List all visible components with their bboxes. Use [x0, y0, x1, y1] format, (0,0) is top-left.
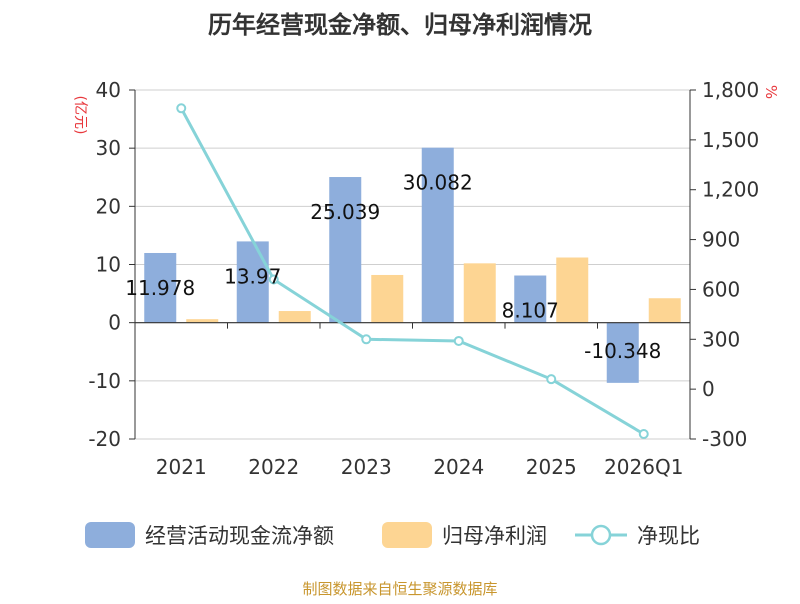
right-tick-label: 900: [702, 228, 740, 252]
bar-cashflow: [606, 322, 639, 383]
data-label: -10.348: [584, 339, 661, 363]
bar-cashflow: [329, 177, 362, 323]
left-tick-label: 30: [96, 136, 121, 160]
axes: -20 -10 0 10 20 30 40 -300 0 300 600 900 1,200 1,500 1…: [88, 78, 759, 479]
bar-profit: [556, 257, 589, 323]
bar-cashflow: [421, 147, 454, 323]
ratio-line: [176, 103, 649, 440]
left-axis-unit: (亿元): [72, 96, 88, 135]
data-label: 11.978: [125, 276, 195, 300]
right-tick-label: 300: [702, 327, 740, 351]
bar-profit: [371, 274, 404, 323]
legend-label-cashflow: 经营活动现金流净额: [145, 524, 334, 548]
bar-profit: [186, 319, 219, 323]
x-tick-label: 2026Q1: [604, 455, 683, 479]
chart-title: 历年经营现金净额、归母净利润情况: [208, 11, 592, 39]
data-label: 25.039: [310, 200, 380, 224]
legend-label-profit: 归母净利润: [442, 524, 547, 548]
left-tick-label: 0: [108, 311, 121, 335]
left-tick-label: 40: [96, 78, 121, 102]
ratio-line-path: [179, 107, 645, 436]
legend-swatch-profit: [382, 522, 432, 548]
ratio-point: [453, 335, 464, 346]
left-tick-label: -20: [88, 427, 121, 451]
right-tick-label: 1,800: [702, 78, 759, 102]
bar-profit: [648, 298, 681, 323]
right-tick-label: 1,200: [702, 178, 759, 202]
right-axis-unit: %: [762, 85, 780, 99]
bar-cashflow: [144, 252, 177, 323]
legend-label-ratio: 净现比: [637, 524, 700, 548]
right-tick-label: 0: [702, 377, 715, 401]
x-tick-label: 2023: [341, 455, 392, 479]
left-tick-label: 20: [96, 194, 121, 218]
source-note: 制图数据来自恒生聚源数据库: [302, 580, 497, 598]
legend-swatch-cashflow: [85, 522, 135, 548]
bar-cashflow: [236, 241, 269, 323]
ratio-point: [546, 374, 557, 385]
bars: [144, 147, 681, 383]
right-tick-label: 600: [702, 277, 740, 301]
data-label: 8.107: [502, 299, 559, 323]
ratio-point: [361, 334, 372, 345]
data-label: 13.97: [224, 264, 281, 288]
ratio-point: [176, 103, 187, 114]
data-labels: 11.978 13.97 25.039 30.082 8.107 -10.348: [125, 171, 661, 363]
right-tick-label: 1,500: [702, 128, 759, 152]
left-tick-label: -10: [88, 369, 121, 393]
x-tick-label: 2021: [156, 455, 207, 479]
bar-profit: [463, 263, 496, 323]
gridlines: [135, 89, 690, 440]
right-tick-label: -300: [702, 427, 747, 451]
ratio-point: [638, 429, 649, 440]
bar-profit: [278, 311, 311, 323]
left-tick-label: 10: [96, 253, 121, 277]
legend: 经营活动现金流净额 归母净利润 净现比: [85, 522, 700, 548]
x-tick-label: 2025: [526, 455, 577, 479]
x-tick-label: 2022: [248, 455, 299, 479]
x-tick-label: 2024: [433, 455, 484, 479]
bar-cashflow: [514, 275, 547, 323]
legend-marker-ratio: [590, 524, 612, 546]
data-label: 30.082: [403, 171, 473, 195]
ratio-point: [268, 274, 279, 285]
